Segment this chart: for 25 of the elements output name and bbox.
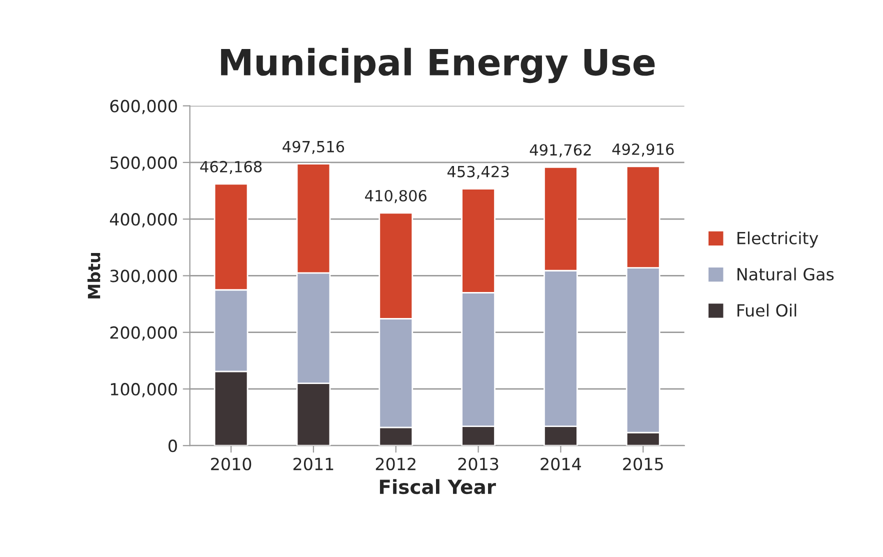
y-tick-label: 100,000 (110, 382, 177, 398)
total-label: 492,916 (612, 143, 674, 157)
y-tick-label: 400,000 (110, 213, 177, 228)
y-tick-label: 300,000 (110, 270, 177, 284)
legend-label: Natural Gas (738, 268, 834, 281)
x-tick-label: 2014 (540, 458, 581, 470)
chart-title: Municipal Energy Use (221, 48, 655, 84)
total-label: 462,168 (200, 160, 262, 174)
x-tick-label: 2012 (376, 458, 416, 470)
total-label: 410,806 (365, 190, 427, 204)
legend-label: Fuel Oil (738, 304, 796, 317)
y-tick-label: 200,000 (110, 326, 177, 341)
x-tick-label: 2010 (211, 458, 252, 470)
total-label: 453,423 (447, 166, 509, 179)
legend-label: Electricity (738, 232, 818, 248)
y-tick-label: 600,000 (110, 100, 177, 114)
x-axis-title: Fiscal Year (380, 479, 496, 494)
x-tick-label: 2013 (458, 458, 498, 470)
y-tick-label: 500,000 (110, 156, 177, 171)
x-tick-label: 2011 (293, 458, 334, 470)
y-axis-title: Mbtu (87, 252, 100, 298)
y-tick-label: 0 (168, 440, 177, 452)
x-tick-label: 2015 (623, 458, 663, 470)
total-label: 497,516 (282, 140, 344, 154)
total-label: 491,762 (530, 144, 591, 158)
